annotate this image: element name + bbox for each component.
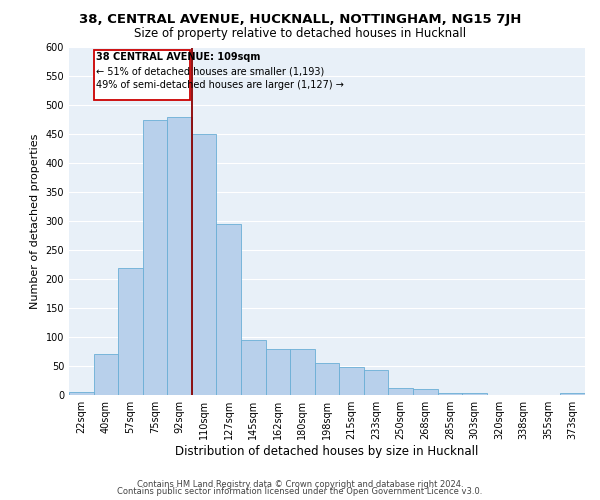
- Bar: [290, 348, 315, 395]
- Text: Contains HM Land Registry data © Crown copyright and database right 2024.: Contains HM Land Registry data © Crown c…: [137, 480, 463, 489]
- Text: 38, CENTRAL AVENUE, HUCKNALL, NOTTINGHAM, NG15 7JH: 38, CENTRAL AVENUE, HUCKNALL, NOTTINGHAM…: [79, 12, 521, 26]
- Bar: [462, 392, 487, 395]
- Bar: [413, 389, 437, 395]
- Text: Contains public sector information licensed under the Open Government Licence v3: Contains public sector information licen…: [118, 488, 482, 496]
- Bar: [437, 392, 462, 395]
- Bar: [118, 268, 143, 395]
- Bar: [167, 117, 192, 395]
- Y-axis label: Number of detached properties: Number of detached properties: [30, 134, 40, 309]
- Bar: [217, 224, 241, 395]
- Text: 49% of semi-detached houses are larger (1,127) →: 49% of semi-detached houses are larger (…: [96, 80, 344, 90]
- Bar: [192, 134, 217, 395]
- Bar: [241, 340, 266, 395]
- FancyBboxPatch shape: [94, 50, 190, 100]
- Bar: [560, 394, 585, 395]
- Text: ← 51% of detached houses are smaller (1,193): ← 51% of detached houses are smaller (1,…: [96, 66, 324, 76]
- Bar: [364, 370, 388, 395]
- Bar: [69, 392, 94, 395]
- Bar: [143, 120, 167, 395]
- Text: 38 CENTRAL AVENUE: 109sqm: 38 CENTRAL AVENUE: 109sqm: [96, 52, 260, 62]
- Bar: [339, 367, 364, 395]
- Bar: [266, 348, 290, 395]
- Bar: [315, 363, 339, 395]
- Bar: [388, 388, 413, 395]
- Text: Size of property relative to detached houses in Hucknall: Size of property relative to detached ho…: [134, 28, 466, 40]
- Bar: [94, 354, 118, 395]
- X-axis label: Distribution of detached houses by size in Hucknall: Distribution of detached houses by size …: [175, 445, 479, 458]
